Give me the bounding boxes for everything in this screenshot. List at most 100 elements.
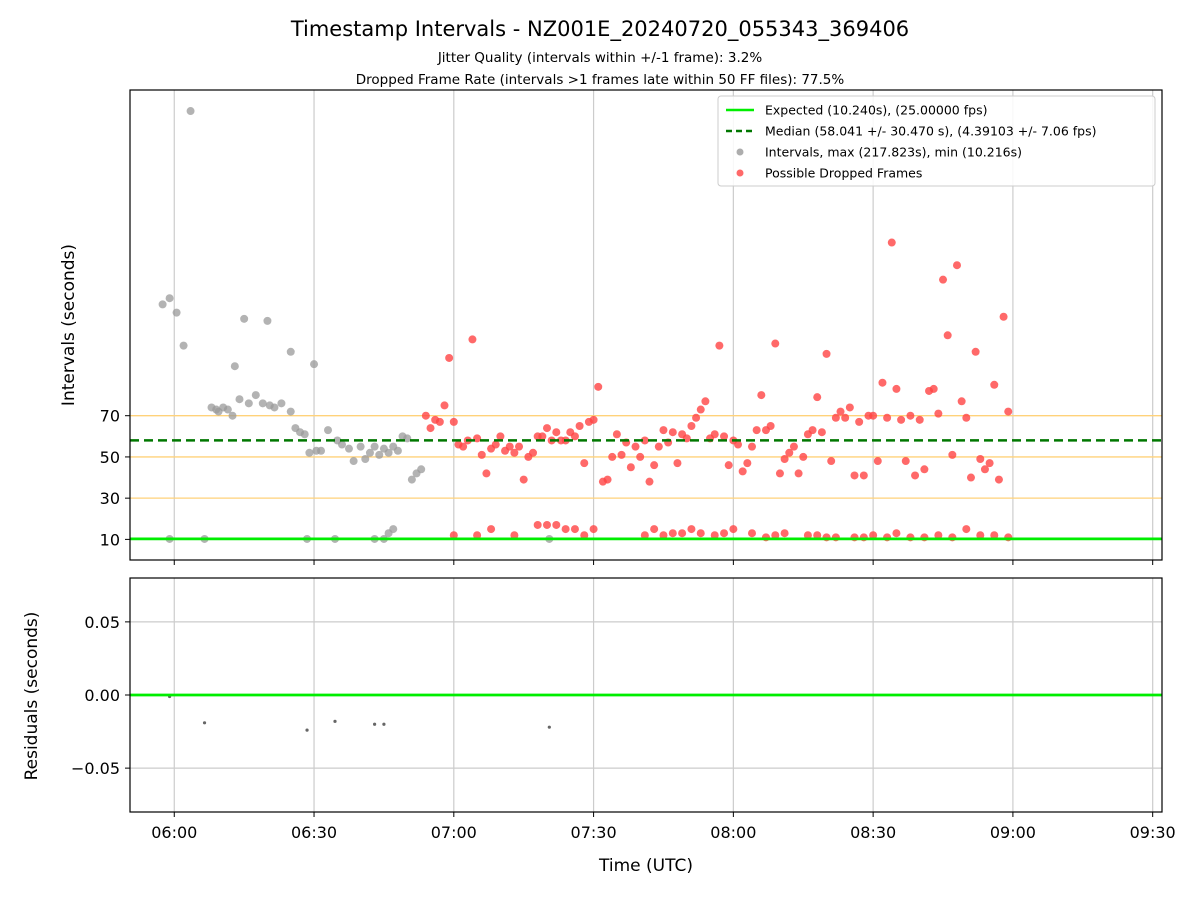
- dropped-frame-point: [962, 413, 971, 422]
- interval-point: [393, 446, 402, 455]
- dropped-frame-point: [473, 531, 482, 540]
- dropped-frame-point: [631, 442, 640, 451]
- interval-point: [258, 399, 267, 408]
- intervals-y-ticks: 10 30 50 70: [100, 407, 130, 549]
- legend-box: [717, 95, 1156, 187]
- time-x-axis-label: Time (UTC): [598, 856, 693, 876]
- interval-point: [305, 448, 314, 457]
- dropped-frame-point: [449, 531, 458, 540]
- dropped-frame-point: [869, 411, 878, 420]
- interval-point: [344, 444, 353, 453]
- dropped-frame-point: [845, 403, 854, 412]
- dropped-frame-point: [785, 448, 794, 457]
- dropped-frame-point: [897, 415, 906, 424]
- x-tick-label: 09:30: [1130, 823, 1176, 842]
- dropped-frame-point: [589, 415, 598, 424]
- dropped-frame-point: [962, 525, 971, 534]
- dropped-frame-point: [934, 409, 943, 418]
- y-tick-label: 0.05: [84, 613, 120, 632]
- y-tick-label: 50: [100, 448, 120, 467]
- dropped-frame-point: [696, 529, 705, 538]
- interval-point: [337, 440, 346, 449]
- dropped-frame-point: [561, 525, 570, 534]
- dropped-frame-point: [612, 430, 621, 439]
- dropped-frame-point: [445, 353, 454, 362]
- interval-point: [384, 448, 393, 457]
- dropped-frame-point: [901, 457, 910, 466]
- dropped-frame-point: [952, 261, 961, 270]
- interval-point: [244, 399, 253, 408]
- interval-point: [179, 341, 188, 350]
- dropped-frame-point: [752, 426, 761, 435]
- dropped-frame-point: [696, 405, 705, 414]
- interval-point: [370, 442, 379, 451]
- dropped-frame-point: [435, 417, 444, 426]
- dropped-frame-point: [570, 432, 579, 441]
- dropped-frame-point: [668, 428, 677, 437]
- time-x-ticks: 06:00 06:30 07:00 07:30 08:00 08:30 09:00 09:30: [151, 812, 1176, 842]
- dropped-frame-point: [747, 529, 756, 538]
- dropped-frame-point: [831, 413, 840, 422]
- dropped-frame-point: [650, 525, 659, 534]
- y-tick-label: 70: [100, 407, 120, 426]
- dropped-frame-point: [771, 531, 780, 540]
- dropped-frame-point: [836, 407, 845, 416]
- dropped-frame-point: [654, 442, 663, 451]
- dropped-frame-point: [552, 520, 561, 529]
- dropped-frame-point: [976, 454, 985, 463]
- dropped-frame-point: [496, 432, 505, 441]
- dropped-frame-point: [580, 531, 589, 540]
- dropped-frame-point: [449, 417, 458, 426]
- interval-point: [310, 360, 319, 369]
- x-tick-label: 08:00: [710, 823, 756, 842]
- dropped-frame-point: [887, 238, 896, 247]
- dropped-frame-point: [990, 380, 999, 389]
- reference-lines: [130, 415, 1162, 499]
- dropped-frame-point: [813, 531, 822, 540]
- dropped-frame-point: [650, 461, 659, 470]
- dropped-frame-point: [459, 442, 468, 451]
- dropped-frame-point: [999, 312, 1008, 321]
- legend-entry-label: Expected (10.240s), (25.00000 fps): [765, 103, 987, 118]
- dropped-frame-point: [990, 531, 999, 540]
- intervals-panel: 10 30 50 70 Intervals (seconds) Expected (1…: [59, 89, 1163, 565]
- dropped-frame-point: [892, 384, 901, 393]
- dropped-frame-point: [878, 378, 887, 387]
- y-tick-label: 0.00: [84, 686, 120, 705]
- interval-point: [417, 465, 426, 474]
- y-tick-label: −0.05: [71, 759, 120, 778]
- dropped-frame-point: [640, 531, 649, 540]
- dropped-frame-point: [720, 529, 729, 538]
- dropped-frame-point: [971, 347, 980, 356]
- interval-point: [251, 391, 260, 400]
- dropped-frame-point: [468, 335, 477, 344]
- residuals-y-axis-label: Residuals (seconds): [22, 612, 42, 781]
- dropped-frame-point: [594, 382, 603, 391]
- interval-point: [375, 450, 384, 459]
- dropped-frame-point: [822, 349, 831, 358]
- interval-point: [228, 411, 237, 420]
- dropped-frame-point: [743, 459, 752, 468]
- dropped-frame-point: [687, 525, 696, 534]
- interval-point: [349, 457, 358, 466]
- dropped-frame-point: [678, 529, 687, 538]
- chart-subtitle-jitter: Jitter Quality (intervals within +/-1 fr…: [437, 50, 763, 66]
- interval-point: [300, 430, 309, 439]
- y-tick-label: 10: [100, 530, 120, 549]
- dropped-frame-point: [487, 525, 496, 534]
- residual-point: [305, 728, 309, 732]
- legend-entry-label: Possible Dropped Frames: [765, 166, 922, 181]
- dropped-frame-point: [980, 465, 989, 474]
- dropped-frame-point: [873, 457, 882, 466]
- x-tick-label: 08:30: [850, 823, 896, 842]
- dropped-frame-point: [859, 471, 868, 480]
- intervals-y-axis-label: Intervals (seconds): [59, 244, 79, 406]
- interval-point: [286, 407, 295, 416]
- dropped-frame-point: [515, 442, 524, 451]
- dropped-frame-point: [850, 471, 859, 480]
- dropped-frame-point: [552, 428, 561, 437]
- residuals-points: [168, 694, 551, 732]
- dropped-frame-point: [505, 442, 514, 451]
- dropped-frame-point: [724, 461, 733, 470]
- interval-point: [235, 395, 244, 404]
